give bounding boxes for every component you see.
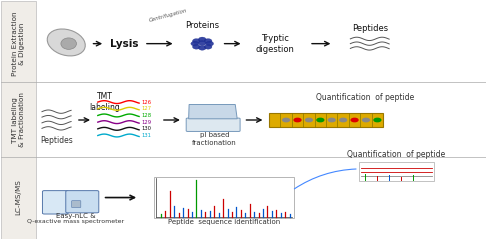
FancyBboxPatch shape [186, 118, 240, 132]
Text: Q-exactive mass spectrometer: Q-exactive mass spectrometer [27, 219, 125, 224]
Ellipse shape [198, 37, 206, 42]
Ellipse shape [47, 29, 85, 56]
Circle shape [283, 118, 289, 122]
FancyBboxPatch shape [0, 1, 36, 239]
Text: pI based
fractionation: pI based fractionation [192, 132, 237, 146]
Text: 127: 127 [142, 106, 151, 111]
Text: 126: 126 [142, 100, 151, 105]
Text: 129: 129 [142, 120, 151, 125]
Text: 130: 130 [142, 126, 151, 131]
Circle shape [351, 118, 358, 122]
Text: Peptides: Peptides [352, 24, 388, 33]
Text: Protein Extraction
& Digestion: Protein Extraction & Digestion [12, 11, 25, 76]
Text: Peptide  sequence identification: Peptide sequence identification [168, 219, 280, 225]
Ellipse shape [192, 44, 200, 49]
Text: Lysis: Lysis [110, 39, 139, 49]
Text: Quantification  of peptide: Quantification of peptide [347, 150, 446, 159]
FancyBboxPatch shape [269, 114, 383, 126]
Text: LC-MS/MS: LC-MS/MS [15, 180, 21, 216]
Ellipse shape [204, 39, 212, 43]
FancyBboxPatch shape [154, 177, 295, 218]
Text: TMT
labeling: TMT labeling [90, 92, 120, 112]
Text: Quantification  of peptide: Quantification of peptide [316, 93, 414, 102]
Ellipse shape [206, 41, 214, 46]
Polygon shape [188, 104, 237, 119]
Text: 128: 128 [142, 113, 151, 118]
Circle shape [374, 118, 381, 122]
Text: Peptides: Peptides [40, 136, 73, 145]
Circle shape [317, 118, 324, 122]
Text: Easy-nLC &: Easy-nLC & [56, 213, 96, 219]
Circle shape [328, 118, 335, 122]
Ellipse shape [61, 38, 76, 49]
Circle shape [305, 118, 312, 122]
Ellipse shape [192, 39, 200, 43]
Circle shape [294, 118, 301, 122]
Text: Proteins: Proteins [185, 21, 219, 30]
Circle shape [340, 118, 347, 122]
Ellipse shape [198, 41, 206, 46]
FancyBboxPatch shape [72, 201, 81, 208]
FancyBboxPatch shape [42, 191, 68, 214]
Ellipse shape [204, 44, 212, 49]
FancyBboxPatch shape [359, 162, 434, 181]
Ellipse shape [191, 41, 199, 46]
Ellipse shape [198, 45, 206, 50]
Text: Tryptic
digestion: Tryptic digestion [256, 34, 295, 54]
FancyBboxPatch shape [66, 191, 99, 213]
Circle shape [363, 118, 370, 122]
Text: Centrifugation: Centrifugation [149, 8, 188, 23]
Text: TMT labeling
& Fractionation: TMT labeling & Fractionation [12, 93, 25, 147]
Text: 131: 131 [142, 133, 151, 138]
